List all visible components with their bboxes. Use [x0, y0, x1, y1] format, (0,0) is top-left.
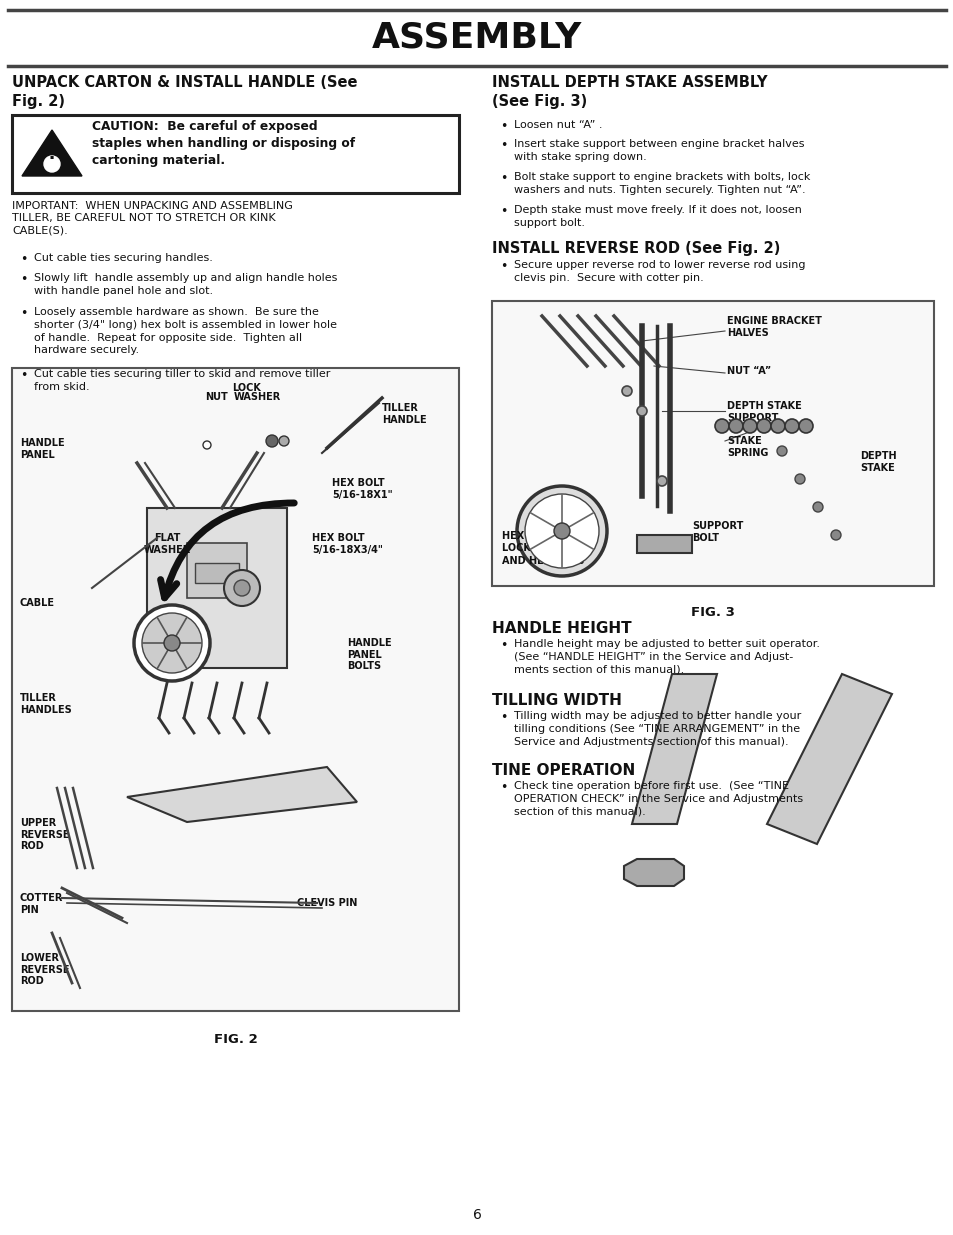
Text: DEPTH STAKE
SUPPORT: DEPTH STAKE SUPPORT [726, 401, 801, 424]
Text: Check tine operation before first use.  (See “TINE
OPERATION CHECK” in the Servi: Check tine operation before first use. (… [514, 781, 802, 816]
Text: HEX BOLT
5/16-18X3/4": HEX BOLT 5/16-18X3/4" [312, 534, 382, 555]
Bar [637, 535, 691, 553]
Circle shape [517, 487, 606, 576]
Text: CABLE: CABLE [20, 598, 55, 608]
Text: SUPPORT
BOLT: SUPPORT BOLT [691, 521, 742, 543]
Text: 6: 6 [472, 1208, 481, 1221]
Circle shape [776, 446, 786, 456]
Text: ENGINE BRACKET
HALVES: ENGINE BRACKET HALVES [726, 316, 821, 338]
Text: FIG. 3: FIG. 3 [690, 606, 734, 619]
Circle shape [799, 419, 812, 433]
Text: CAUTION:  Be careful of exposed
staples when handling or disposing of
cartoning : CAUTION: Be careful of exposed staples w… [91, 120, 355, 167]
Circle shape [657, 475, 666, 487]
Circle shape [794, 474, 804, 484]
Circle shape [266, 435, 277, 447]
Circle shape [637, 406, 646, 416]
Text: Secure upper reverse rod to lower reverse rod using
clevis pin.  Secure with cot: Secure upper reverse rod to lower revers… [514, 261, 804, 283]
Circle shape [164, 635, 180, 651]
Bar [147, 508, 287, 668]
Text: CLEVIS PIN: CLEVIS PIN [296, 898, 357, 908]
Text: FLAT
WASHER: FLAT WASHER [143, 534, 191, 555]
Text: •: • [20, 369, 28, 382]
Text: !: ! [48, 144, 56, 163]
Bar [194, 563, 239, 583]
Circle shape [142, 613, 202, 673]
Circle shape [770, 419, 784, 433]
Text: HEX BOLTS,
LOCK WASHERS,
AND HEX NUTS: HEX BOLTS, LOCK WASHERS, AND HEX NUTS [501, 531, 592, 566]
Text: Bolt stake support to engine brackets with bolts, lock
washers and nuts. Tighten: Bolt stake support to engine brackets wi… [514, 172, 809, 195]
Text: ASSEMBLY: ASSEMBLY [372, 21, 581, 56]
Text: NUT “A”: NUT “A” [726, 366, 770, 375]
Bar [12, 115, 458, 193]
Text: •: • [499, 261, 507, 273]
Circle shape [830, 530, 841, 540]
Circle shape [524, 494, 598, 568]
Text: INSTALL DEPTH STAKE ASSEMBLY
(See Fig. 3): INSTALL DEPTH STAKE ASSEMBLY (See Fig. 3… [492, 75, 767, 109]
Text: COTTER
PIN: COTTER PIN [20, 893, 63, 915]
Text: INSTALL REVERSE ROD (See Fig. 2): INSTALL REVERSE ROD (See Fig. 2) [492, 241, 780, 256]
Text: UPPER
REVERSE
ROD: UPPER REVERSE ROD [20, 818, 70, 851]
Text: TILLER
HANDLES: TILLER HANDLES [20, 693, 71, 715]
Text: Cut cable ties securing tiller to skid and remove tiller
from skid.: Cut cable ties securing tiller to skid a… [34, 369, 330, 391]
Text: DEPTH
STAKE: DEPTH STAKE [859, 451, 896, 473]
Text: LOWER
REVERSE
ROD: LOWER REVERSE ROD [20, 953, 70, 987]
Polygon shape [22, 130, 82, 177]
Text: •: • [499, 711, 507, 724]
Polygon shape [631, 674, 717, 824]
Text: Slowly lift  handle assembly up and align handle holes
with handle panel hole an: Slowly lift handle assembly up and align… [34, 273, 337, 296]
Circle shape [812, 501, 822, 513]
Circle shape [278, 436, 289, 446]
Text: •: • [499, 172, 507, 185]
Text: Loosely assemble hardware as shown.  Be sure the
shorter (3/4" long) hex bolt is: Loosely assemble hardware as shown. Be s… [34, 308, 336, 356]
Bar [187, 543, 247, 598]
Text: Tilling width may be adjusted to better handle your
tilling conditions (See “TIN: Tilling width may be adjusted to better … [514, 711, 801, 747]
Circle shape [133, 605, 210, 680]
Text: WASHER: WASHER [233, 391, 280, 403]
Polygon shape [623, 860, 683, 885]
Text: Loosen nut “A” .: Loosen nut “A” . [514, 120, 602, 130]
Text: •: • [499, 638, 507, 652]
Text: •: • [20, 308, 28, 320]
Text: •: • [499, 781, 507, 794]
Text: Handle height may be adjusted to better suit operator.
(See “HANDLE HEIGHT” in t: Handle height may be adjusted to better … [514, 638, 820, 674]
Polygon shape [127, 767, 356, 823]
Text: TILLING WIDTH: TILLING WIDTH [492, 693, 621, 708]
Text: HANDLE HEIGHT: HANDLE HEIGHT [492, 621, 631, 636]
Circle shape [757, 419, 770, 433]
Circle shape [224, 571, 260, 606]
Text: HEX BOLT
5/16-18X1": HEX BOLT 5/16-18X1" [332, 478, 393, 500]
Text: FIG. 2: FIG. 2 [213, 1032, 257, 1046]
Bar [12, 368, 458, 1011]
Text: NUT: NUT [206, 391, 228, 403]
Circle shape [742, 419, 757, 433]
Polygon shape [766, 674, 891, 844]
Text: •: • [499, 205, 507, 219]
Text: Depth stake must move freely. If it does not, loosen
support bolt.: Depth stake must move freely. If it does… [514, 205, 801, 227]
Text: HANDLE
PANEL
BOLTS: HANDLE PANEL BOLTS [347, 638, 392, 671]
Text: •: • [20, 253, 28, 266]
Circle shape [728, 419, 742, 433]
Text: LOCK: LOCK [233, 383, 261, 393]
Text: HANDLE
PANEL: HANDLE PANEL [20, 438, 65, 459]
Text: STAKE
SPRING: STAKE SPRING [726, 436, 767, 458]
Text: •: • [499, 120, 507, 133]
Text: TILLER
HANDLE: TILLER HANDLE [381, 403, 426, 425]
Circle shape [203, 441, 211, 450]
Text: Insert stake support between engine bracket halves
with stake spring down.: Insert stake support between engine brac… [514, 140, 803, 162]
Circle shape [44, 156, 60, 172]
Circle shape [714, 419, 728, 433]
Circle shape [784, 419, 799, 433]
Text: TINE OPERATION: TINE OPERATION [492, 763, 635, 778]
Bar [492, 301, 933, 585]
Circle shape [621, 387, 631, 396]
Text: •: • [499, 140, 507, 152]
Circle shape [554, 522, 569, 538]
Text: •: • [20, 273, 28, 287]
Text: IMPORTANT:  WHEN UNPACKING AND ASSEMBLING
TILLER, BE CAREFUL NOT TO STRETCH OR K: IMPORTANT: WHEN UNPACKING AND ASSEMBLING… [12, 201, 293, 236]
Circle shape [233, 580, 250, 597]
Text: Cut cable ties securing handles.: Cut cable ties securing handles. [34, 253, 213, 263]
Text: UNPACK CARTON & INSTALL HANDLE (See
Fig. 2): UNPACK CARTON & INSTALL HANDLE (See Fig.… [12, 75, 357, 109]
